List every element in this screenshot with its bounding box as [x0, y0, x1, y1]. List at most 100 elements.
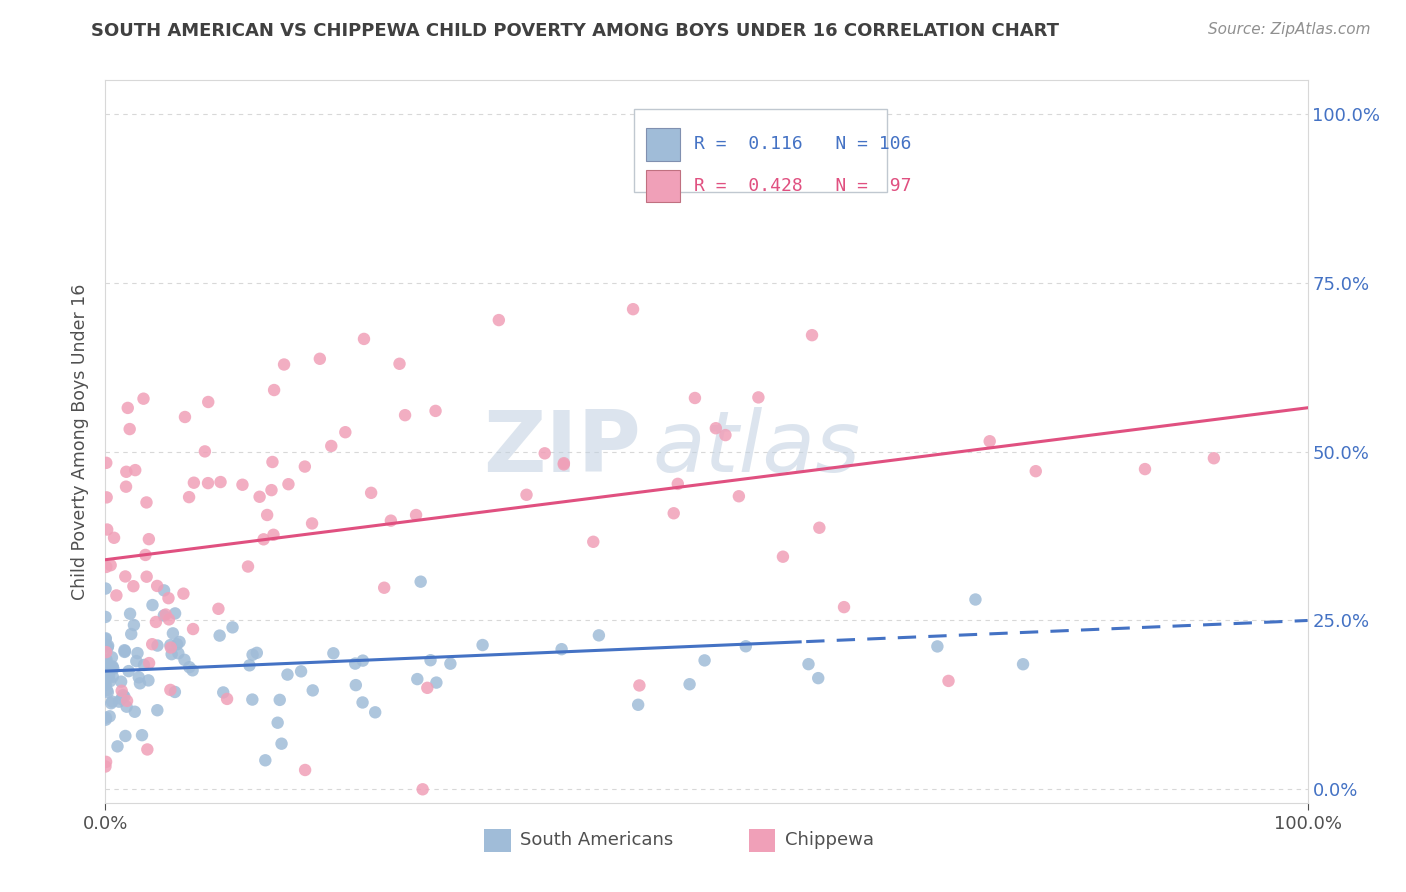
Point [129, 676, 152, 690]
Point [938, 673, 960, 688]
Point [160, 647, 183, 661]
Point [582, 534, 605, 549]
Point [166, 637, 188, 651]
Point [145, 615, 167, 629]
Point [207, 602, 229, 616]
Point [155, 607, 177, 622]
Point [344, 678, 367, 692]
Point [439, 657, 461, 671]
Point [112, 690, 135, 704]
Point [162, 626, 184, 640]
Point [772, 549, 794, 564]
Point [167, 646, 190, 660]
Point [416, 681, 439, 695]
Point [734, 640, 756, 654]
Point [153, 583, 176, 598]
Point [118, 664, 141, 678]
Point [96, 456, 118, 470]
Point [118, 422, 141, 436]
FancyBboxPatch shape [647, 169, 681, 202]
Point [98, 674, 121, 689]
Point [321, 439, 343, 453]
Point [246, 646, 269, 660]
Point [94, 582, 117, 596]
Point [141, 598, 163, 612]
Point [553, 458, 575, 472]
Point [159, 682, 181, 697]
Point [98, 669, 121, 683]
Point [294, 763, 316, 777]
Point [96, 560, 118, 574]
Point [138, 532, 160, 546]
Point [256, 508, 278, 522]
Point [110, 692, 132, 706]
Point [1133, 462, 1156, 476]
FancyBboxPatch shape [484, 829, 510, 852]
Point [405, 508, 427, 522]
Point [94, 632, 117, 646]
Text: R =  0.428   N =  97: R = 0.428 N = 97 [695, 177, 912, 195]
Point [294, 459, 316, 474]
Point [678, 677, 700, 691]
Point [100, 660, 122, 674]
Point [197, 476, 219, 491]
Point [101, 650, 124, 665]
Point [96, 523, 118, 537]
Point [965, 592, 987, 607]
Point [172, 587, 194, 601]
Point [364, 706, 387, 720]
Point [114, 729, 136, 743]
Point [242, 648, 264, 662]
Point [801, 328, 824, 343]
Point [138, 673, 160, 688]
Point [209, 475, 232, 489]
Point [94, 711, 117, 725]
Point [388, 357, 411, 371]
Point [515, 488, 537, 502]
Point [277, 477, 299, 491]
Point [588, 628, 610, 642]
Text: atlas: atlas [652, 408, 860, 491]
Point [103, 531, 125, 545]
Point [94, 713, 117, 727]
Point [125, 654, 148, 668]
Point [373, 581, 395, 595]
Point [157, 612, 180, 626]
Point [832, 600, 855, 615]
Point [169, 635, 191, 649]
Point [96, 491, 118, 505]
Text: SOUTH AMERICAN VS CHIPPEWA CHILD POVERTY AMONG BOYS UNDER 16 CORRELATION CHART: SOUTH AMERICAN VS CHIPPEWA CHILD POVERTY… [91, 22, 1059, 40]
Point [308, 351, 330, 366]
Y-axis label: Child Poverty Among Boys Under 16: Child Poverty Among Boys Under 16 [72, 284, 90, 599]
Point [115, 465, 138, 479]
Point [221, 620, 243, 634]
Point [181, 663, 204, 677]
FancyBboxPatch shape [634, 109, 887, 193]
Point [322, 646, 344, 660]
Point [236, 559, 259, 574]
Point [412, 782, 434, 797]
Point [120, 607, 142, 621]
Point [101, 695, 124, 709]
FancyBboxPatch shape [748, 829, 775, 852]
Point [105, 589, 128, 603]
Point [627, 698, 650, 712]
Point [96, 657, 118, 671]
Point [249, 490, 271, 504]
Point [927, 640, 949, 654]
Point [100, 696, 122, 710]
Point [231, 477, 253, 491]
Point [252, 533, 274, 547]
Point [94, 632, 117, 647]
Point [146, 639, 169, 653]
Text: Source: ZipAtlas.com: Source: ZipAtlas.com [1208, 22, 1371, 37]
Point [163, 685, 186, 699]
Point [94, 670, 117, 684]
Point [266, 715, 288, 730]
Point [628, 678, 651, 692]
Point [419, 653, 441, 667]
Point [533, 446, 555, 460]
Point [194, 444, 217, 458]
Point [94, 673, 117, 687]
Point [115, 480, 138, 494]
